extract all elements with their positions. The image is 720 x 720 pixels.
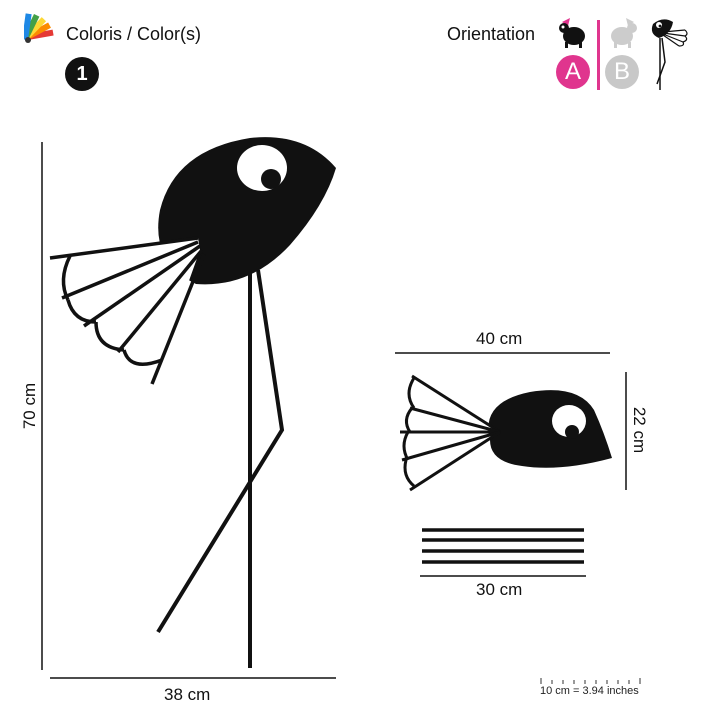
main-eye-pupil	[261, 169, 281, 189]
orientation-divider	[597, 20, 600, 90]
main-tail-fan	[49, 236, 206, 385]
main-width-label: 38 cm	[164, 685, 211, 704]
small-eye-pupil	[565, 425, 579, 439]
small-tail-fan	[400, 374, 501, 492]
scale-ruler	[540, 678, 641, 684]
colors-label: Coloris / Color(s)	[66, 24, 202, 44]
head-height-label: 22 cm	[630, 406, 649, 454]
option-b-button[interactable]: B	[605, 55, 639, 89]
option-a-button[interactable]: A	[556, 55, 590, 89]
turtle-icon-inactive	[606, 14, 640, 52]
legs-width-label: 30 cm	[476, 580, 523, 599]
turtle-icon	[556, 14, 590, 52]
main-height-label: 70 cm	[20, 382, 39, 430]
main-head-shape	[158, 137, 336, 285]
bird-icon	[645, 14, 691, 92]
orientation-label: Orientation	[447, 24, 536, 44]
main-leg-bent	[156, 269, 285, 634]
legs-pieces	[422, 528, 584, 564]
small-head-shape	[488, 390, 612, 468]
color-count-badge: 1	[65, 57, 99, 91]
scale-note: 10 cm = 3.94 inches	[540, 685, 639, 697]
head-width-label: 40 cm	[476, 329, 523, 348]
palette-icon	[22, 10, 62, 44]
